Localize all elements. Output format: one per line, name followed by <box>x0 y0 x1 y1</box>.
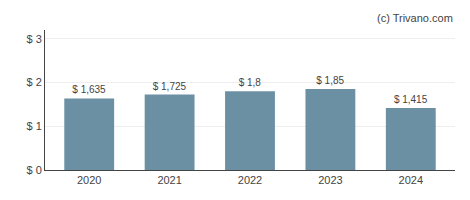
svg-text:(c) Trivano.com: (c) Trivano.com <box>377 12 453 24</box>
svg-text:$ 1,415: $ 1,415 <box>394 94 428 105</box>
svg-text:$ 0: $ 0 <box>27 164 42 176</box>
svg-text:2020: 2020 <box>77 174 101 186</box>
svg-text:$ 1,85: $ 1,85 <box>316 75 344 86</box>
svg-text:$ 1,8: $ 1,8 <box>239 77 262 88</box>
svg-text:2022: 2022 <box>238 174 262 186</box>
svg-text:$ 1,725: $ 1,725 <box>153 81 187 92</box>
svg-text:$ 2: $ 2 <box>27 76 42 88</box>
svg-text:2024: 2024 <box>399 174 423 186</box>
svg-text:$ 3: $ 3 <box>27 33 42 45</box>
svg-text:2023: 2023 <box>318 174 342 186</box>
svg-text:$ 1,635: $ 1,635 <box>72 84 106 95</box>
svg-text:2021: 2021 <box>157 174 181 186</box>
svg-text:$ 1: $ 1 <box>27 120 42 132</box>
